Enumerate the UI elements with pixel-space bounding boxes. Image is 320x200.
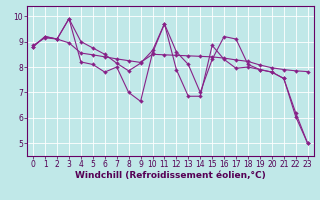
- X-axis label: Windchill (Refroidissement éolien,°C): Windchill (Refroidissement éolien,°C): [75, 171, 266, 180]
